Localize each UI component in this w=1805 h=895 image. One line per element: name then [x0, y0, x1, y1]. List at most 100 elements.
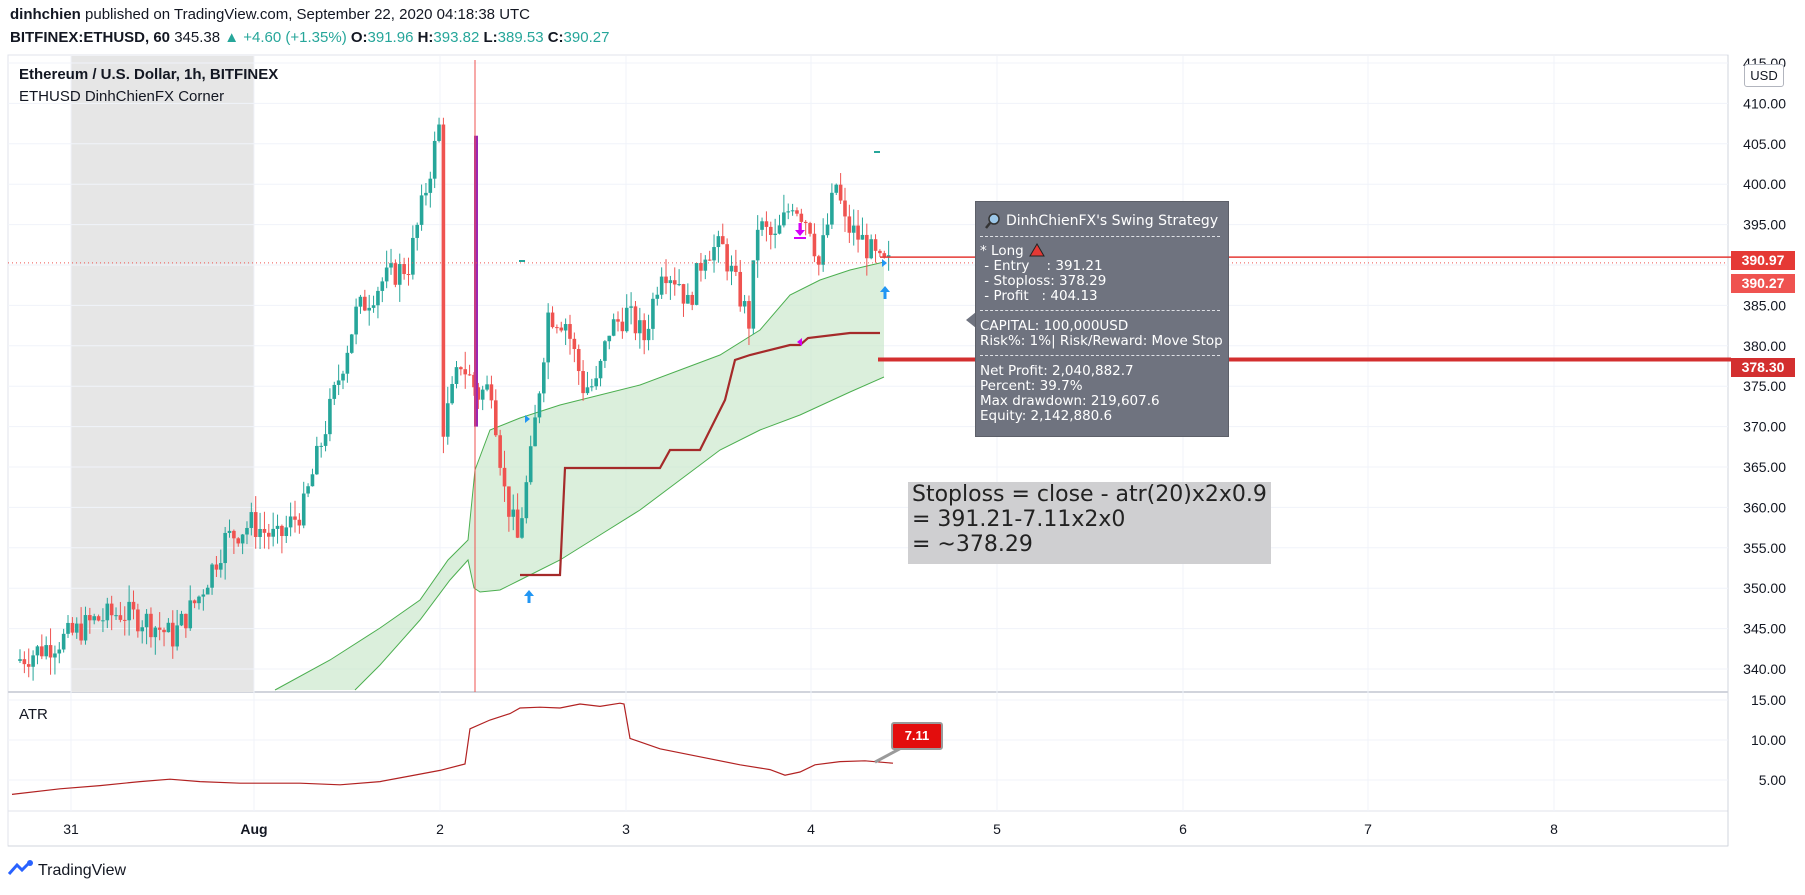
candle-body: [681, 284, 686, 304]
candle-body: [188, 600, 193, 629]
candle-body: [267, 532, 271, 537]
candle-body: [860, 234, 865, 240]
candle-body: [511, 509, 516, 517]
candle-body: [249, 512, 254, 528]
candle-body: [507, 486, 511, 517]
candle-body: [284, 527, 289, 537]
indicator-title: ETHUSD DinhChienFX Corner: [19, 88, 225, 105]
candle-body: [131, 601, 136, 610]
atr-line: [11, 702, 894, 795]
low-value: 389.53: [497, 29, 544, 46]
candle-body: [825, 224, 830, 236]
y-tick-label: 350.00: [1743, 580, 1786, 596]
candle-body: [83, 615, 88, 641]
candle-body: [70, 622, 75, 633]
candle-body: [153, 627, 158, 638]
candle-body: [280, 525, 284, 537]
candle-body: [463, 369, 468, 375]
candle-body: [315, 445, 319, 475]
y-tick-label: 355.00: [1743, 540, 1786, 556]
candle-body: [646, 328, 651, 341]
candle-body: [533, 417, 537, 447]
buy-arrow-icon: [880, 286, 890, 299]
candle-body: [48, 645, 53, 658]
high-value: 393.82: [433, 29, 480, 46]
tooltip-title: DinhChienFX's Swing Strategy: [1006, 213, 1219, 229]
ohlc-line: BITFINEX:ETHUSD, 60 345.38 ▲ +4.60 (+1.3…: [10, 29, 609, 46]
price-change: ▲ +4.60 (+1.35%): [224, 29, 347, 46]
candle-body: [830, 192, 834, 225]
candle-body: [127, 601, 131, 621]
symbol: BITFINEX:ETHUSD, 60: [10, 29, 171, 46]
close-label: C:: [547, 29, 564, 46]
candle-body: [803, 221, 808, 224]
candle-body: [424, 192, 428, 196]
warning-triangle-icon: [1029, 243, 1045, 261]
candle-body: [79, 623, 83, 641]
candle-body: [799, 213, 804, 222]
candle-body: [659, 276, 664, 295]
y-tick-label: 385.00: [1743, 297, 1786, 313]
candle-body: [258, 528, 262, 537]
candle-body: [546, 312, 550, 363]
footer-brand[interactable]: TradingView: [7, 860, 127, 881]
tooltip-profit: - Profit : 404.13: [980, 288, 1098, 304]
candle-body: [332, 384, 337, 399]
candle-body: [563, 324, 568, 331]
high-label: H:: [417, 29, 434, 46]
y-tick-label: 395.00: [1743, 217, 1786, 233]
candle-body: [367, 307, 371, 311]
candle-body: [271, 528, 275, 537]
x-tick-label: 7: [1364, 821, 1372, 837]
current-price-tag: 390.27: [1731, 274, 1795, 293]
candle-body: [345, 352, 350, 374]
candle-body: [288, 516, 293, 528]
tooltip-risk: Risk%: 1%| Risk/Reward: Move Stop: [980, 333, 1223, 349]
candle-body: [35, 646, 40, 656]
candle-body: [502, 467, 507, 487]
candle-body: [686, 294, 690, 304]
candle-body: [57, 649, 62, 654]
candle-body: [808, 223, 812, 234]
candle-body: [572, 338, 577, 350]
candle-body: [170, 622, 175, 647]
tooltip-percent: Percent: 39.7%: [980, 378, 1083, 394]
candle-body: [96, 616, 101, 621]
candle-body: [26, 664, 31, 667]
candle-body: [768, 226, 773, 235]
y-tick-label: 410.00: [1743, 95, 1786, 111]
candle-body: [293, 516, 297, 520]
open-value: 391.96: [367, 29, 414, 46]
candle-body: [633, 306, 638, 334]
candle-body: [816, 256, 821, 265]
candle-body: [297, 519, 302, 526]
candle-body: [179, 613, 184, 626]
candle-body: [149, 613, 153, 638]
candle-body: [834, 184, 839, 193]
candle-body: [498, 435, 502, 468]
footer-brand-text: TradingView: [38, 861, 127, 879]
last-price: 345.38: [174, 29, 221, 46]
candle-body: [489, 384, 494, 401]
candle-body: [136, 609, 140, 632]
candle-body: [157, 627, 162, 630]
candle-body: [459, 367, 463, 370]
candle-body: [707, 259, 712, 261]
candle-body: [856, 225, 860, 240]
candle-body: [74, 623, 79, 633]
y-tick-label: 405.00: [1743, 136, 1786, 152]
candle-body: [310, 474, 315, 487]
candle-body: [664, 276, 668, 284]
tooltip-entry: - Entry : 391.21: [980, 258, 1103, 274]
stoploss-note: Stoploss = close - atr(20)x2x0.9 = 391.2…: [908, 482, 1271, 564]
currency-badge[interactable]: USD: [1744, 64, 1784, 87]
candle-body: [668, 280, 673, 284]
candle-body: [725, 244, 729, 272]
published-text: published on TradingView.com, September …: [80, 6, 531, 23]
tooltip-net-profit: Net Profit: 2,040,882.7: [980, 363, 1134, 379]
candle-body: [232, 530, 236, 539]
candle-body: [210, 564, 214, 588]
candle-body: [454, 367, 459, 384]
candle-body: [44, 645, 48, 657]
